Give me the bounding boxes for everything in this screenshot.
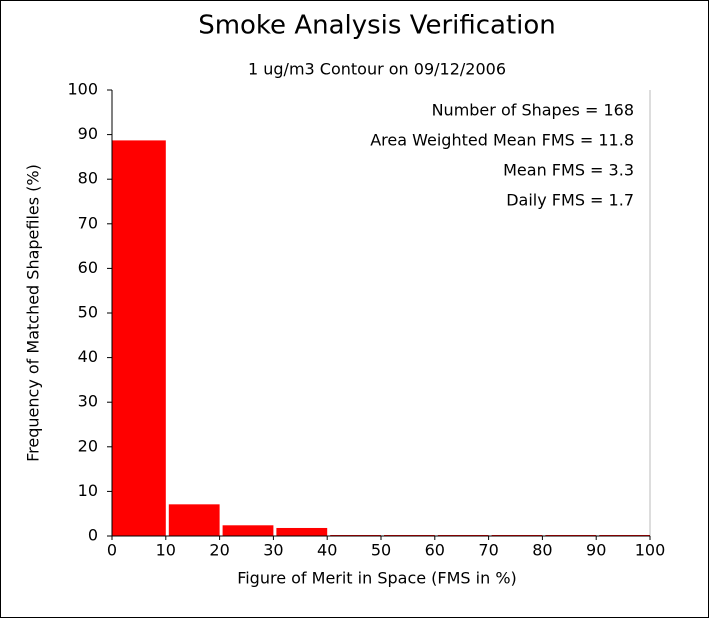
bar — [222, 525, 274, 536]
annotation: Number of Shapes = 168 — [432, 101, 634, 120]
x-tick-label: 30 — [263, 541, 283, 560]
x-tick-label: 90 — [586, 541, 606, 560]
y-axis-label: Frequency of Matched Shapefiles (%) — [24, 164, 43, 462]
x-tick-label: 50 — [371, 541, 391, 560]
y-tick-label: 80 — [78, 169, 98, 188]
chart-title: Smoke Analysis Verification — [198, 11, 556, 41]
annotation: Mean FMS = 3.3 — [503, 161, 634, 180]
y-tick-label: 90 — [78, 124, 98, 143]
chart-subtitle: 1 ug/m3 Contour on 09/12/2006 — [248, 60, 506, 79]
x-axis-label: Figure of Merit in Space (FMS in %) — [237, 569, 517, 588]
y-tick-label: 30 — [78, 392, 98, 411]
y-tick-label: 0 — [88, 526, 98, 545]
x-tick-label: 100 — [635, 541, 666, 560]
x-tick-label: 70 — [478, 541, 498, 560]
x-tick-label: 10 — [156, 541, 176, 560]
y-tick-label: 100 — [67, 80, 98, 99]
x-tick-label: 80 — [532, 541, 552, 560]
bar — [112, 140, 166, 536]
y-tick-label: 60 — [78, 258, 98, 277]
x-tick-label: 20 — [209, 541, 229, 560]
y-tick-label: 70 — [78, 213, 98, 232]
y-tick-label: 50 — [78, 303, 98, 322]
x-tick-label: 0 — [107, 541, 117, 560]
y-tick-label: 20 — [78, 436, 98, 455]
x-tick-label: 60 — [425, 541, 445, 560]
bar — [168, 504, 220, 536]
x-tick-label: 40 — [317, 541, 337, 560]
annotation: Daily FMS = 1.7 — [506, 191, 634, 210]
y-tick-label: 10 — [78, 481, 98, 500]
y-tick-label: 40 — [78, 347, 98, 366]
annotation: Area Weighted Mean FMS = 11.8 — [370, 131, 634, 150]
bar — [276, 527, 328, 536]
